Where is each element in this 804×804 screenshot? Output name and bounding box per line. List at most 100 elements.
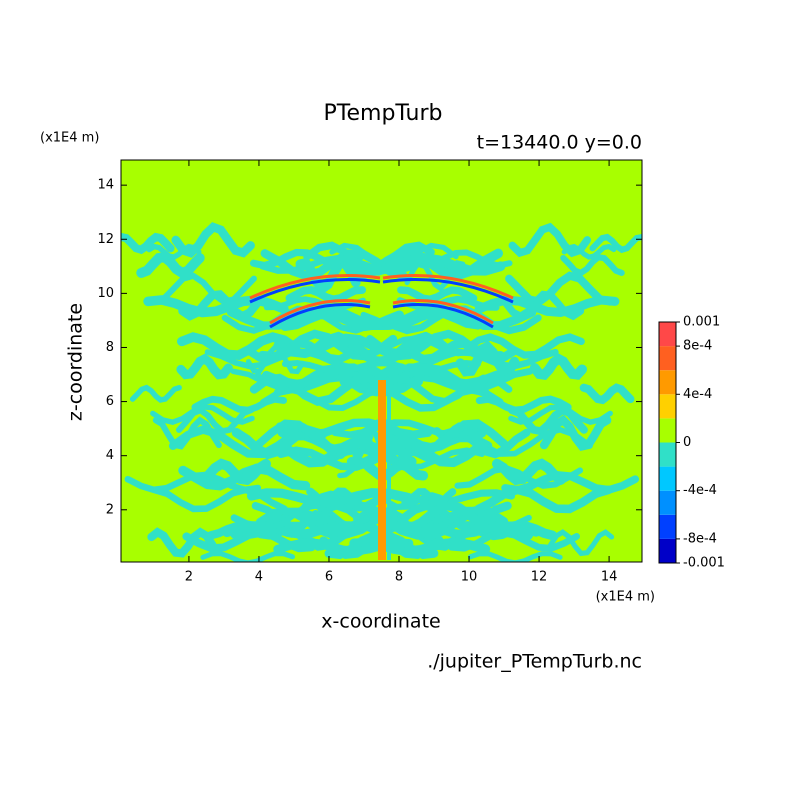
field [121,160,642,562]
field-pattern [254,419,396,455]
colorbar-label: 8e-4 [683,339,712,354]
colorbar-bin [659,514,676,539]
x-tick-label: 12 [531,570,548,585]
y-unit: (x1E4 m) [40,131,99,146]
colorbar-bin [659,538,676,563]
field-pattern [281,359,412,375]
field-pattern [269,299,371,325]
plot-frame [120,159,643,563]
chart-subtitle: t=13440.0 y=0.0 [477,132,642,154]
field-pattern [392,303,494,329]
colorbar-bin [659,370,676,395]
y-tick-label: 4 [106,448,114,463]
field-pattern [245,343,306,375]
colorbar-label: 4e-4 [683,387,712,402]
field-pattern [467,551,563,562]
field-pattern [396,295,500,311]
chart-title: PTempTurb [324,101,443,126]
field-pattern [382,278,514,304]
x-tick-label: 10 [461,570,478,585]
field-pattern [306,487,363,508]
x-tick-label: 2 [185,570,193,585]
field-pattern [147,527,217,558]
field-pattern [245,339,354,364]
field-pattern [263,296,366,311]
field-pattern [463,333,585,359]
field-pattern [589,233,642,254]
field-pattern [146,243,202,260]
colorbar-label: -8e-4 [683,531,717,546]
field-pattern [409,521,541,539]
colorbar-label: 0.001 [683,315,720,330]
field-pattern [285,286,367,304]
field-pattern [560,253,625,277]
colorbar-bin [659,346,676,371]
field-pattern [143,295,289,318]
field-pattern [177,332,301,360]
field-pattern [378,374,513,406]
field-pattern [387,380,391,560]
x-unit: (x1E4 m) [596,590,655,605]
field-pattern [259,254,419,274]
field-pattern [149,272,257,305]
field-pattern [397,286,478,304]
colorbar-bin [659,442,676,467]
field-pattern [200,551,296,562]
field-pattern [455,340,520,377]
field-pattern [197,458,271,486]
x-tick-label: 4 [255,570,263,585]
field-pattern [508,404,613,426]
colorbar-bin [659,466,676,491]
colorbar-bin [659,394,676,419]
field-pattern [249,274,381,300]
field-pattern [121,232,175,255]
x-tick-label: 14 [601,570,618,585]
field-pattern [222,521,355,539]
y-tick-label: 14 [97,178,114,193]
field-pattern [368,304,537,331]
field-pattern [150,404,255,425]
field-pattern [249,373,386,407]
field-pattern [492,458,566,486]
field-pattern [124,471,262,494]
colorbar-bin [659,418,676,443]
field-pattern [269,303,371,329]
field-pattern [367,419,509,455]
x-tick-label: 6 [325,570,333,585]
field-pattern [474,295,620,318]
y-tick-label: 12 [97,232,114,247]
field-pattern [547,529,615,557]
y-tick-label: 8 [106,340,114,355]
field-pattern [579,383,635,405]
field-pattern [501,470,640,494]
field-pattern [382,274,514,300]
field-pattern [378,380,386,560]
colorbar-bin [659,490,676,515]
y-axis-label: z-coordinate [65,303,87,421]
y-tick-label: 6 [106,394,114,409]
colorbar-label: -0.001 [683,556,725,571]
field-pattern [136,251,205,279]
field-pattern [505,271,615,306]
field-pattern [152,416,222,450]
field-pattern [561,243,617,260]
field-pattern [176,353,233,380]
field-pattern [249,278,381,304]
colorbar-label: 0 [683,435,691,450]
field-pattern [129,384,182,403]
field-pattern [508,222,592,258]
colorbar-bin [659,322,676,347]
y-tick-label: 10 [97,286,114,301]
field-pattern [529,353,588,380]
field-pattern [171,222,255,258]
source-file: ./jupiter_PTempTurb.nc [427,651,642,673]
field-pattern [409,339,518,364]
field-pattern [360,311,482,330]
field-pattern [539,414,612,451]
field-pattern [401,488,457,507]
colorbar-label: -4e-4 [683,483,717,498]
field-pattern [392,299,494,325]
x-axis-label: x-coordinate [321,611,440,633]
x-tick-label: 8 [395,570,403,585]
